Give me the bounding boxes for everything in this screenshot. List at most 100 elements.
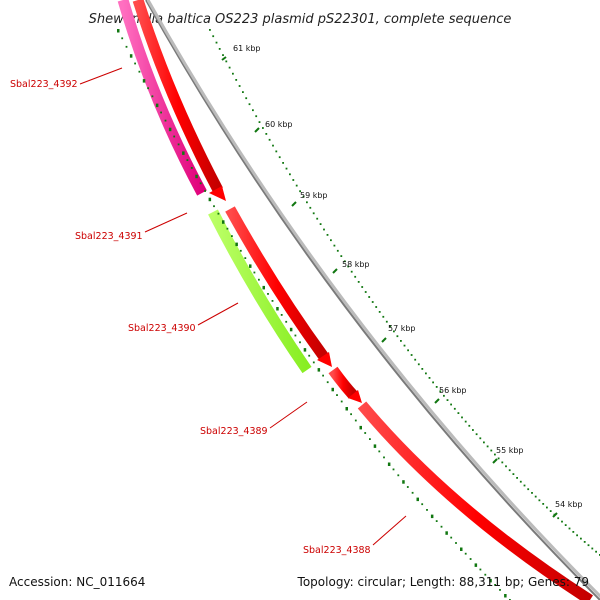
ruler-dot: [587, 544, 590, 547]
ruler-dot: [285, 167, 288, 170]
ruler-dot: [285, 320, 288, 323]
ruler-dot: [572, 531, 575, 533]
gene-label[interactable]: Sbal223_4388: [303, 545, 371, 556]
ruler-dot: [354, 419, 357, 422]
inner-ruler-dots: [117, 29, 511, 600]
cds-forward-track-mid: [225, 206, 329, 361]
gene-leader-line: [269, 401, 308, 429]
ruler-dot: [151, 95, 154, 98]
cds-pink: [117, 0, 207, 196]
ruler-dot: [387, 462, 391, 466]
ruler-dot: [295, 184, 298, 187]
gene-leader-line: [197, 302, 239, 326]
ruler-dot: [501, 461, 504, 464]
ruler-dot: [455, 542, 457, 544]
ruler-dot: [336, 249, 339, 252]
ruler-dot: [416, 497, 419, 502]
ruler-dot: [323, 228, 325, 231]
ruler-dot: [121, 37, 124, 40]
ruler-dot: [276, 307, 279, 311]
ruler-dot: [364, 291, 367, 293]
tick-mark: [221, 56, 227, 61]
backbone-inner: [146, 0, 600, 599]
ruler-dot: [177, 143, 180, 146]
tick-mark: [291, 201, 297, 207]
ruler-dot: [464, 552, 467, 555]
ruler-dot: [512, 473, 515, 475]
ruler-dot: [215, 41, 218, 44]
ruler-dot: [357, 281, 360, 283]
ruler-dot: [497, 457, 500, 460]
map-title: Shewanella baltica OS223 plasmid pS22301…: [89, 12, 512, 27]
ruler-dot: [129, 54, 133, 58]
ruler-dot: [336, 394, 338, 396]
gene-label[interactable]: Sbal223_4392: [10, 79, 78, 90]
ruler-dot: [245, 97, 248, 100]
ruler-dot: [516, 477, 518, 479]
ruler-dot: [373, 444, 377, 448]
ruler-dot: [534, 495, 537, 498]
ruler-dot: [134, 62, 136, 65]
ruler-dot: [309, 206, 312, 209]
ruler-dot: [326, 381, 329, 384]
ruler-dot: [350, 413, 352, 416]
ruler-dot: [231, 235, 233, 237]
ruler-dot: [595, 550, 597, 553]
ruler-dot: [392, 468, 395, 471]
ruler-dot: [147, 87, 149, 90]
outer-ruler-dots: [209, 29, 600, 556]
gene-label[interactable]: Sbal223_4390: [128, 323, 196, 334]
ruler-dot: [242, 91, 244, 93]
gene-leader-line: [144, 212, 188, 233]
ruler-dot: [402, 480, 405, 484]
ruler-dot: [253, 271, 256, 274]
ruler-dot: [580, 537, 582, 540]
ruler-dot: [371, 301, 374, 303]
ruler-dot: [527, 488, 530, 491]
ruler-dot: [308, 354, 311, 357]
ruler-dot: [375, 306, 378, 308]
gene-label[interactable]: Sbal223_4391: [75, 231, 143, 242]
gene-labels: Sbal223_4392 Sbal223_4391 Sbal223_4390 S…: [10, 67, 407, 556]
ruler-dot: [461, 416, 463, 419]
ruler-dot: [333, 244, 336, 247]
ruler-dot: [457, 412, 460, 414]
gene-label[interactable]: Sbal223_4389: [200, 426, 268, 437]
ruler-dot: [212, 35, 215, 38]
tick-label: 58 kbp: [342, 260, 370, 269]
ruler-dot: [460, 547, 463, 551]
cds-arrow-top: [209, 186, 226, 201]
ruler-dot: [160, 111, 162, 114]
ruler-dot: [244, 257, 247, 259]
ruler-dot: [421, 368, 424, 370]
ruler-dot: [568, 527, 571, 530]
ruler-dot: [361, 286, 364, 288]
ruler-dot: [393, 330, 395, 333]
ruler-dot: [340, 400, 343, 403]
ruler-dot: [557, 517, 560, 520]
cds-forward-track-bottom: [357, 401, 593, 600]
ruler-dot: [523, 484, 526, 487]
ruler-dot: [450, 403, 452, 406]
ruler-dot: [267, 293, 269, 295]
ruler-dot: [428, 377, 431, 379]
ruler-dot: [312, 212, 315, 215]
ruler-dot: [421, 503, 424, 506]
tick-label: 61 kbp: [233, 44, 261, 53]
ruler-dot: [186, 159, 189, 161]
ruler-dot: [317, 368, 321, 372]
ruler-dot: [350, 270, 353, 273]
ruler-dot: [407, 349, 409, 352]
tick-mark: [492, 458, 498, 464]
tick-label: 54 kbp: [555, 500, 583, 509]
ruler-dot: [340, 255, 343, 257]
ruler-dot: [258, 121, 261, 123]
cds-forward-track-small: [328, 366, 358, 399]
ruler-dot: [443, 394, 445, 397]
ruler-dot: [289, 173, 291, 176]
ruler-dot: [538, 499, 541, 502]
ruler-dot: [435, 520, 438, 522]
ruler-dot: [345, 407, 348, 411]
tick-mark: [381, 337, 387, 343]
ruler-dot: [435, 386, 438, 388]
